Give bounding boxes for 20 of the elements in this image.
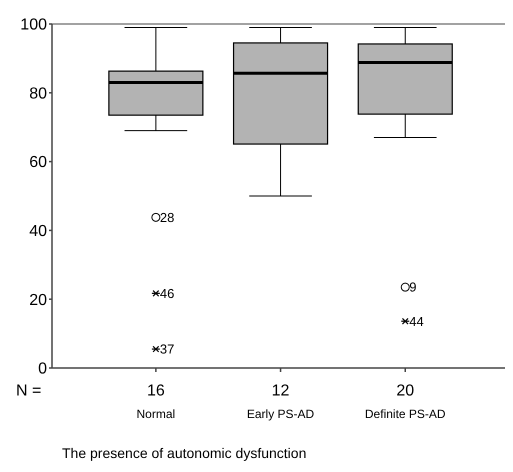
y-tick-label: 40	[29, 223, 48, 240]
x-tick-label: Definite PS-AD	[364, 407, 446, 421]
annotation: 12	[272, 382, 290, 400]
x-tick-label: Normal	[136, 407, 176, 421]
text: N =	[16, 382, 42, 400]
annotation: 16	[146, 382, 165, 400]
y-tick-label: 20	[29, 292, 48, 309]
annotation: 44	[409, 314, 424, 329]
y-tick-label: 60	[29, 154, 48, 172]
point	[151, 212, 160, 222]
annotation: 20	[396, 382, 414, 400]
x-tick-label: Early PS-AD	[246, 407, 315, 421]
y-tick-label: 100	[20, 16, 48, 34]
annotation: 46	[160, 286, 174, 301]
y-tick-label: 0	[38, 360, 48, 378]
annotation: 28	[160, 210, 174, 225]
annotation: 9	[409, 280, 416, 295]
annotation: 37	[160, 342, 174, 357]
y-tick-label: 80	[29, 85, 48, 102]
x-axis-title: The presence of autonomic dysfunction	[62, 445, 306, 461]
